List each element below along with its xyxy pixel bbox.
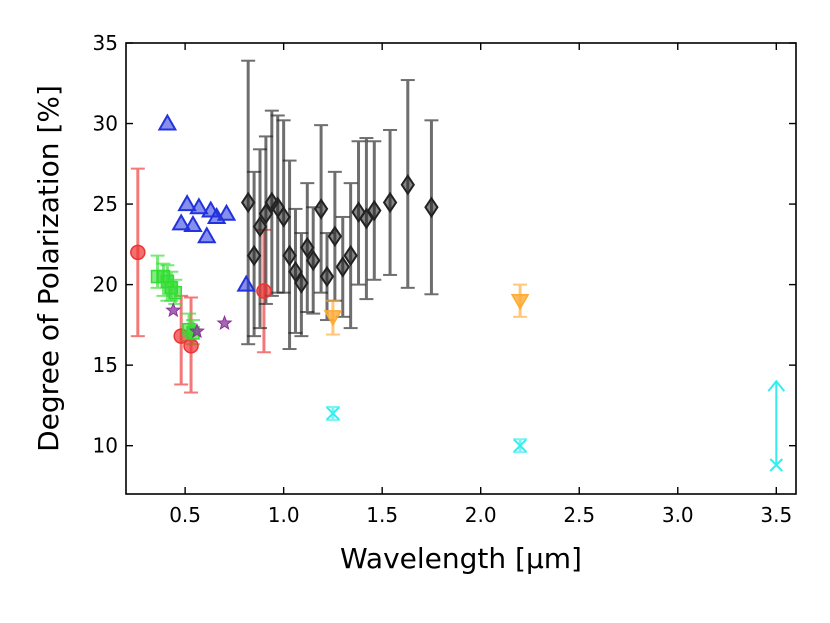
y-axis-label: Degree of Polarization [%] xyxy=(32,85,65,452)
x-marker xyxy=(769,458,784,472)
diamond-marker xyxy=(258,202,274,225)
diamond-marker xyxy=(382,191,398,214)
y-tick-label: 10 xyxy=(93,434,118,458)
x-marker xyxy=(326,406,340,421)
x-tick-label: 2.5 xyxy=(563,503,595,527)
arrow-head xyxy=(767,379,786,392)
x-tick-label: 1.5 xyxy=(366,503,398,527)
diamond-marker xyxy=(246,244,262,267)
upper-limit-arrow xyxy=(767,379,786,466)
diamond-marker xyxy=(306,249,321,272)
circle-marker xyxy=(130,244,146,261)
diamond-marker xyxy=(276,206,291,228)
diamond-marker xyxy=(359,207,374,230)
diamond-marker xyxy=(288,260,303,283)
diamond-marker xyxy=(400,173,415,196)
diamond-marker xyxy=(319,265,335,288)
diamond-marker xyxy=(424,196,439,219)
x-tick-label: 3.5 xyxy=(760,503,792,527)
x-axis: 0.5 1.0 1.5 2.0 2.5 3.0 3.5 xyxy=(169,43,792,527)
triangle-up-marker xyxy=(171,213,191,231)
square-marker xyxy=(168,285,183,300)
triangle-up-marker xyxy=(177,194,197,212)
y-tick-label: 15 xyxy=(93,353,118,377)
x-tick-label: 0.5 xyxy=(169,503,201,527)
diamond-marker xyxy=(252,215,268,238)
diamond-marker xyxy=(294,272,309,294)
y-tick-label: 25 xyxy=(93,192,118,216)
x-axis-label: Wavelength [μm] xyxy=(340,542,582,575)
y-axis: 10 15 20 25 30 35 xyxy=(93,31,796,458)
triangle-up-marker xyxy=(236,274,256,292)
diamond-marker xyxy=(313,198,329,220)
x-tick-label: 3.0 xyxy=(662,503,694,527)
x-marker-stroke xyxy=(513,438,527,453)
triangle-up-marker xyxy=(197,226,217,244)
diamond-marker xyxy=(343,244,358,267)
x-tick-label: 1.0 xyxy=(268,503,300,527)
x-marker-stroke xyxy=(326,406,340,421)
triangle-down-marker xyxy=(323,310,343,327)
plot-frame xyxy=(125,42,797,495)
diamond-marker xyxy=(240,191,256,214)
y-tick-label: 20 xyxy=(93,273,118,297)
diamond-marker xyxy=(367,199,382,222)
triangle-up-marker xyxy=(189,197,209,215)
star-marker xyxy=(188,322,205,339)
circle-marker xyxy=(183,338,199,354)
x-tick-label: 2.0 xyxy=(465,503,497,527)
plot-area xyxy=(130,59,786,472)
x-marker-stroke xyxy=(769,458,784,472)
diamond-marker xyxy=(335,256,350,278)
triangle-down-marker xyxy=(510,293,530,311)
star-marker xyxy=(165,301,182,318)
y-tick-label: 35 xyxy=(93,31,118,55)
star-marker xyxy=(216,314,233,331)
triangle-up-marker xyxy=(216,203,237,221)
triangle-up-marker xyxy=(183,214,203,233)
diamond-marker xyxy=(282,244,297,267)
x-marker xyxy=(513,438,527,453)
diamond-marker xyxy=(327,225,343,248)
y-tick-label: 30 xyxy=(93,112,118,136)
triangle-up-marker xyxy=(157,113,178,131)
diamond-marker xyxy=(300,236,315,259)
circle-marker xyxy=(256,283,272,299)
